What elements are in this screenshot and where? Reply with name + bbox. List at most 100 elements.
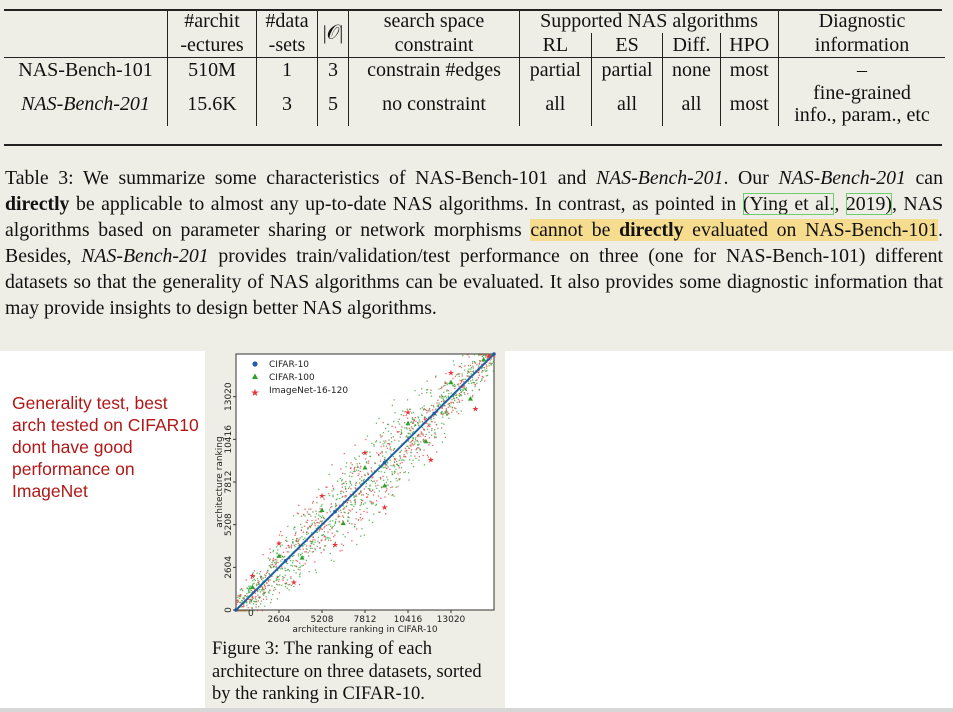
noise-point (246, 604, 248, 607)
noise-point (466, 354, 468, 356)
noise-point (344, 536, 346, 538)
noise-point (249, 602, 251, 604)
data-point-imagenet: ★ (472, 404, 479, 413)
noise-point (452, 401, 454, 403)
noise-point (435, 411, 438, 414)
noise-point (246, 602, 248, 604)
noise-point (362, 479, 365, 482)
noise-point (406, 452, 408, 454)
noise-point (306, 521, 308, 524)
noise-point (376, 500, 378, 502)
noise-point (258, 606, 260, 608)
noise-point (269, 559, 271, 561)
noise-point (386, 464, 388, 466)
noise-point (476, 364, 478, 366)
noise-point (314, 569, 317, 571)
noise-point (344, 473, 346, 475)
noise-point (393, 470, 396, 473)
noise-point (327, 537, 329, 539)
noise-point (365, 493, 368, 495)
noise-point (286, 569, 288, 571)
noise-point (399, 451, 401, 454)
noise-point (458, 385, 460, 387)
noise-point (490, 364, 492, 366)
header-rl: RL (519, 33, 592, 58)
noise-point (486, 369, 488, 372)
noise-point (470, 382, 473, 384)
noise-point (300, 515, 303, 517)
noise-point (332, 494, 334, 496)
noise-point (257, 580, 259, 582)
noise-point (286, 551, 288, 553)
noise-point (415, 437, 417, 439)
noise-point (483, 354, 486, 356)
noise-point (358, 473, 360, 475)
noise-point (362, 518, 364, 520)
noise-point (249, 591, 251, 593)
noise-point (397, 485, 399, 488)
noise-point (379, 460, 382, 462)
noise-point (250, 598, 252, 600)
noise-point (463, 378, 465, 381)
noise-point (458, 365, 460, 368)
noise-point (451, 406, 453, 409)
noise-point (431, 429, 433, 431)
noise-point (290, 546, 292, 548)
noise-point (260, 600, 263, 602)
noise-point (393, 495, 395, 497)
noise-point (458, 413, 460, 415)
noise-point (347, 499, 349, 501)
noise-point (409, 441, 411, 444)
noise-point (375, 503, 378, 506)
noise-point (437, 405, 440, 407)
noise-point (468, 382, 470, 385)
citation-link[interactable]: (Ying et al. (742, 193, 835, 215)
noise-point (315, 513, 318, 515)
noise-point (407, 472, 410, 474)
noise-point (249, 585, 252, 587)
noise-point (389, 446, 392, 448)
noise-point (407, 445, 409, 447)
noise-point (373, 491, 376, 493)
noise-point (261, 589, 263, 591)
noise-point (461, 375, 463, 377)
noise-point (385, 484, 388, 486)
noise-point (474, 362, 477, 364)
noise-point (276, 552, 278, 554)
noise-point (480, 380, 482, 383)
noise-point (441, 413, 443, 415)
noise-point (430, 395, 433, 397)
noise-point (310, 543, 312, 545)
noise-point (478, 370, 480, 372)
noise-point (333, 524, 336, 526)
noise-point (333, 536, 335, 538)
noise-point (318, 542, 321, 544)
noise-point (390, 437, 393, 439)
noise-point (440, 394, 443, 396)
noise-point (422, 439, 425, 441)
noise-point (291, 565, 294, 567)
noise-point (266, 582, 268, 584)
noise-point (362, 480, 365, 482)
noise-point (462, 354, 464, 357)
noise-point (488, 365, 490, 367)
noise-point (239, 601, 241, 604)
noise-point (439, 403, 441, 406)
data-point-imagenet: ★ (331, 540, 338, 549)
noise-point (405, 414, 407, 417)
noise-point (429, 425, 431, 427)
series-line-cifar10 (235, 353, 495, 611)
citation-year-link[interactable]: 2019) (845, 193, 892, 215)
noise-point (472, 365, 474, 367)
noise-point (280, 554, 282, 556)
noise-point (330, 525, 332, 527)
noise-point (452, 377, 454, 380)
noise-point (482, 354, 484, 357)
noise-point (404, 427, 406, 429)
cell-hpo: most (719, 82, 779, 126)
noise-point (448, 417, 450, 419)
noise-point (354, 503, 356, 506)
legend-label-cifar10: CIFAR-10 (269, 360, 309, 370)
noise-point (418, 394, 420, 396)
noise-point (463, 369, 466, 371)
